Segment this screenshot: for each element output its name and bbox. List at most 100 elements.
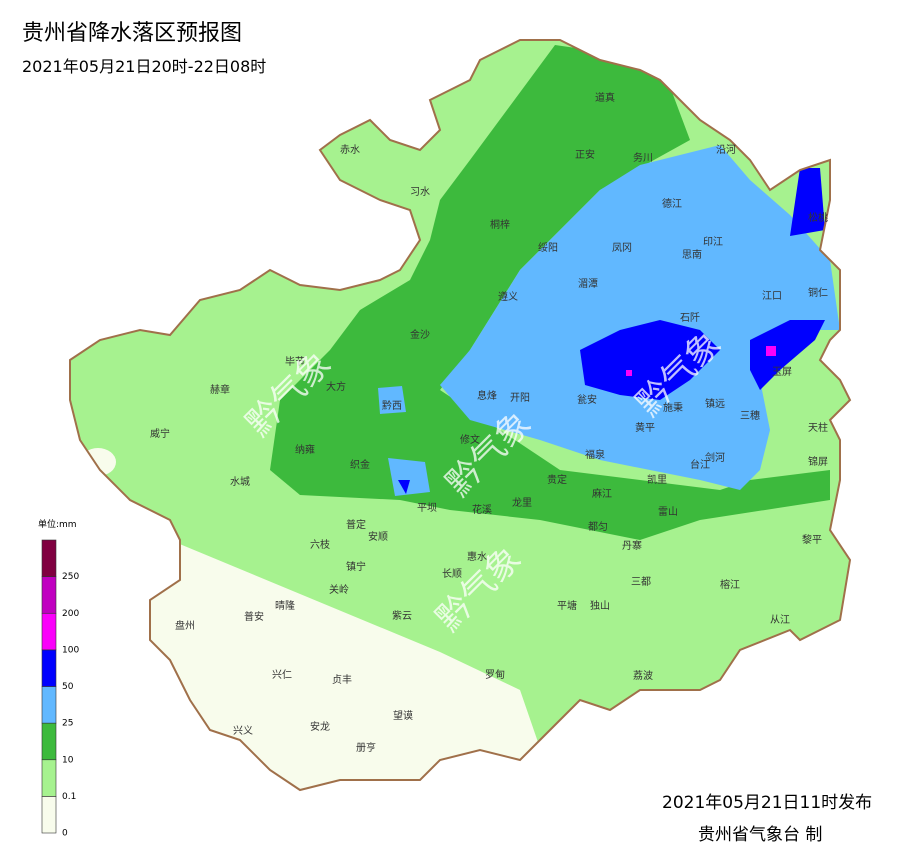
city-label: 织金 <box>350 458 370 471</box>
city-label: 贵定 <box>547 473 567 486</box>
city-label: 镇远 <box>705 397 725 410</box>
city-label: 黄平 <box>635 421 655 434</box>
city-label: 锦屏 <box>808 455 828 468</box>
city-label: 铜仁 <box>808 287 828 299</box>
city-label: 凯里 <box>647 473 667 486</box>
city-label: 天柱 <box>808 421 828 434</box>
city-label: 兴仁 <box>272 669 292 681</box>
city-label: 习水 <box>410 186 430 198</box>
city-label: 独山 <box>590 599 610 612</box>
city-label: 开阳 <box>510 392 530 404</box>
city-label: 思南 <box>682 248 702 261</box>
legend-label: 0 <box>62 829 68 839</box>
city-label: 从江 <box>770 614 790 626</box>
city-label: 金沙 <box>410 328 430 341</box>
city-label: 瓮安 <box>577 393 597 406</box>
city-label: 石阡 <box>680 312 700 324</box>
city-label: 德江 <box>662 197 682 210</box>
city-label: 龙里 <box>512 496 532 509</box>
city-label: 六枝 <box>310 538 330 551</box>
city-label: 榕江 <box>720 578 740 591</box>
city-label: 剑河 <box>705 451 725 464</box>
city-label: 务川 <box>633 151 653 164</box>
city-label: 普安 <box>244 610 264 623</box>
zone <box>750 320 825 390</box>
city-label: 大方 <box>326 380 346 393</box>
city-label: 修文 <box>460 433 480 446</box>
legend-label: 250 <box>62 572 79 582</box>
city-label: 福泉 <box>585 448 605 461</box>
city-label: 江口 <box>762 290 782 302</box>
city-label: 雷山 <box>658 506 678 518</box>
legend-swatch <box>41 759 57 797</box>
title: 贵州省降水落区预报图 <box>22 21 242 46</box>
legend-label: 10 <box>62 755 74 765</box>
city-label: 三都 <box>631 576 651 588</box>
city-label: 印江 <box>703 236 723 248</box>
city-label: 正安 <box>575 148 595 161</box>
city-label: 三穗 <box>740 409 760 422</box>
zone <box>766 346 776 356</box>
city-label: 凤冈 <box>612 242 632 254</box>
city-label: 安龙 <box>310 720 330 733</box>
legend-swatch <box>41 796 57 834</box>
zone <box>626 370 632 376</box>
city-label: 道真 <box>595 91 615 104</box>
legend-swatch <box>41 686 57 724</box>
legend-label: 0.1 <box>62 792 76 802</box>
zone <box>378 386 406 414</box>
city-label: 花溪 <box>472 503 492 516</box>
city-label: 台江 <box>690 458 710 471</box>
zone <box>80 448 116 476</box>
subtitle: 2021年05月21日20时-22日08时 <box>22 57 266 76</box>
city-label: 赫章 <box>210 383 230 396</box>
legend-swatch <box>41 612 57 651</box>
legend-label: 100 <box>62 645 79 655</box>
city-label: 松桃 <box>808 211 828 224</box>
zone <box>580 320 720 400</box>
city-label: 关岭 <box>329 583 349 596</box>
issued: 2021年05月21日11时发布 <box>662 793 872 813</box>
city-label: 水城 <box>230 476 250 488</box>
zone <box>388 458 430 496</box>
city-label: 玉屏 <box>772 366 792 378</box>
city-label: 赤水 <box>340 144 360 156</box>
city-label: 镇宁 <box>346 560 366 573</box>
city-label: 册亨 <box>356 741 376 754</box>
city-label: 湄潭 <box>578 278 598 290</box>
city-label: 平坝 <box>417 502 437 514</box>
legend-label: 200 <box>62 609 79 619</box>
zone <box>270 45 830 540</box>
zone <box>440 145 840 490</box>
city-label: 兴义 <box>233 725 253 737</box>
city-label: 黎平 <box>802 533 822 546</box>
city-label: 沿河 <box>716 144 736 156</box>
city-label: 平塘 <box>557 599 577 612</box>
legend-swatch <box>41 722 57 761</box>
city-label: 绥阳 <box>538 242 558 254</box>
city-label: 息烽 <box>477 389 497 402</box>
legend-swatch <box>41 576 57 614</box>
city-label: 桐梓 <box>490 218 510 231</box>
city-label: 毕节 <box>285 355 305 368</box>
city-label: 望谟 <box>393 709 413 722</box>
city-label: 长顺 <box>442 568 462 580</box>
city-label: 罗甸 <box>485 668 505 681</box>
city-label: 威宁 <box>150 427 170 440</box>
city-label: 贞丰 <box>332 673 352 686</box>
city-label: 荔波 <box>633 669 653 682</box>
city-label: 遵义 <box>498 290 518 303</box>
city-label: 晴隆 <box>275 599 295 612</box>
city-label: 都匀 <box>588 521 608 533</box>
legend-label: 25 <box>62 719 73 729</box>
zone <box>398 480 410 494</box>
city-label: 施秉 <box>663 401 683 414</box>
city-label: 麻江 <box>592 487 612 500</box>
agency: 贵州省气象台 制 <box>698 825 822 845</box>
city-label: 惠水 <box>467 550 487 563</box>
city-label: 紫云 <box>392 610 412 622</box>
city-label: 盘州 <box>175 619 195 632</box>
